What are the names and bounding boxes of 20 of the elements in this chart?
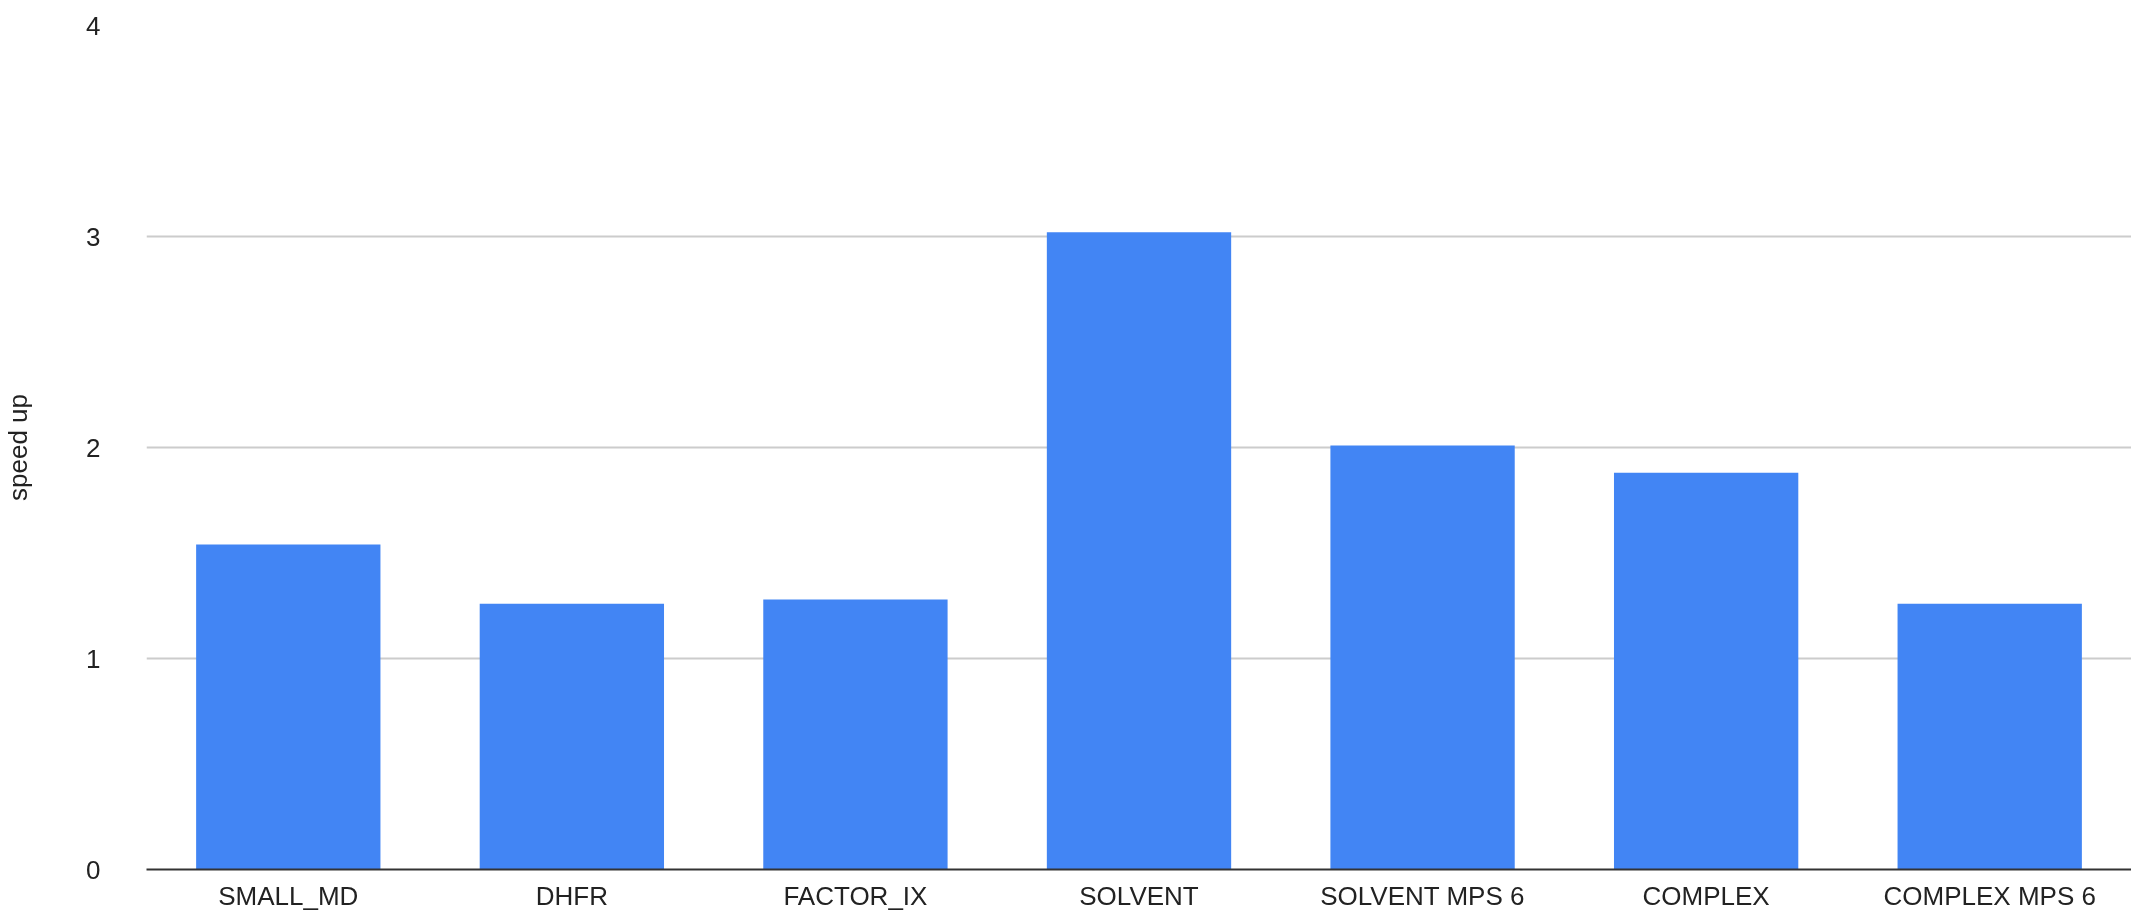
x-tick-label: FACTOR_IX <box>783 880 928 911</box>
bar <box>1046 232 1232 870</box>
x-tick-label: SMALL_MD <box>218 880 359 911</box>
bar <box>479 603 665 870</box>
x-tick-label: DHFR <box>535 880 608 911</box>
bar <box>1897 603 2082 870</box>
y-tick-label: 0 <box>86 854 101 885</box>
x-tick-label: COMPLEX <box>1642 880 1770 911</box>
x-tick-label: SOLVENT MPS 6 <box>1320 880 1525 911</box>
bar <box>1330 445 1515 870</box>
bar <box>763 599 948 870</box>
y-axis-title: speed up <box>3 394 34 501</box>
y-tick-label: 4 <box>86 10 101 41</box>
y-tick-label: 2 <box>86 432 101 463</box>
y-tick-label: 1 <box>86 643 101 674</box>
bar <box>1613 472 1799 870</box>
bar <box>196 544 381 870</box>
x-tick-label: COMPLEX MPS 6 <box>1883 880 2096 911</box>
y-tick-label: 3 <box>86 221 101 252</box>
x-tick-label: SOLVENT <box>1079 880 1199 911</box>
